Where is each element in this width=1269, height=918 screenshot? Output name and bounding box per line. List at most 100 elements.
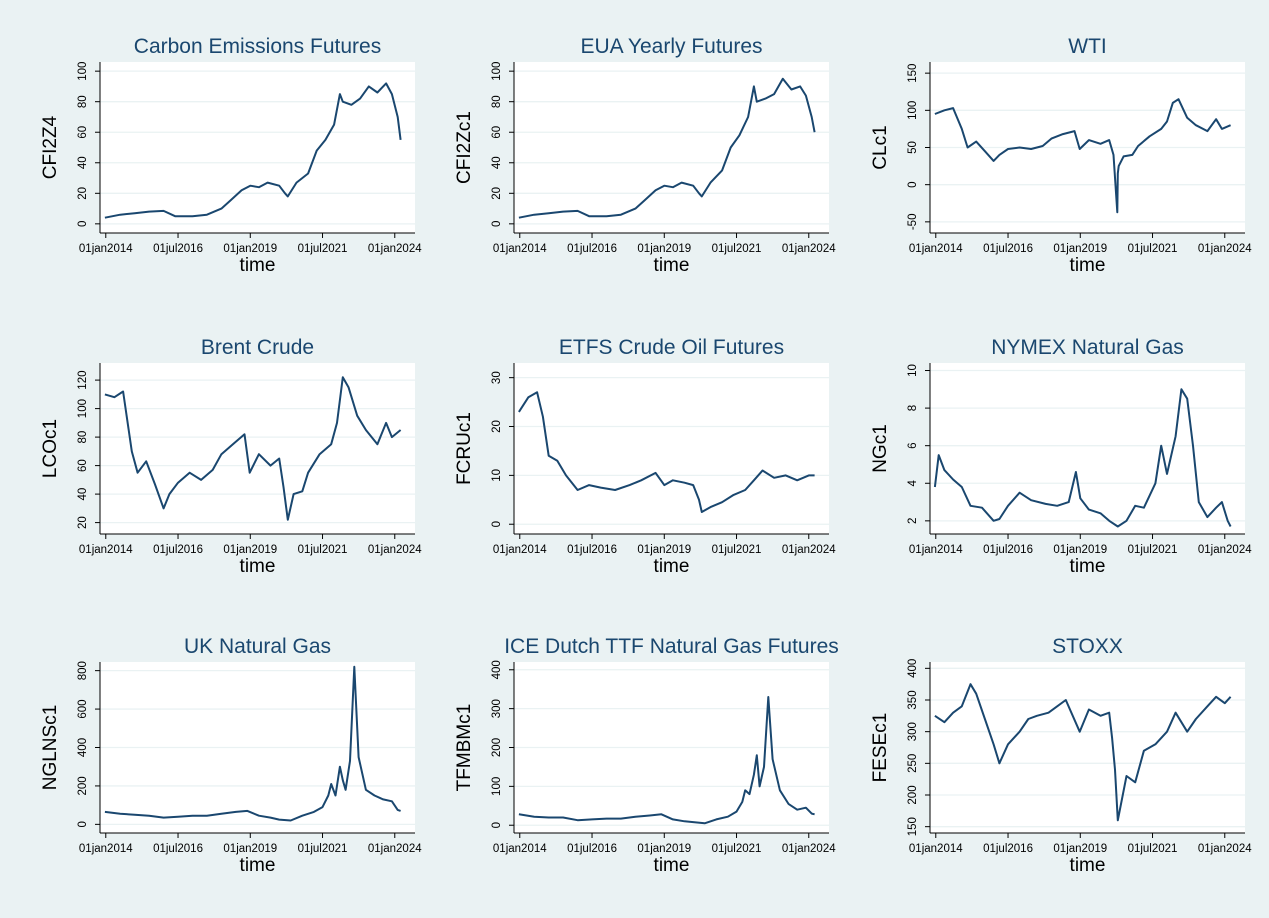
x-axis-title: time	[1070, 556, 1106, 577]
y-tick-label: 350	[907, 690, 919, 709]
series-line	[934, 98, 1231, 214]
plot-area	[930, 662, 1245, 833]
x-tick-label: 01jan2014	[493, 544, 547, 556]
chart-panel-7: 0 200 400 600 800 01jan2014 01jul2016 01jan2019…	[40, 635, 422, 876]
y-tick-label: 400	[77, 738, 89, 757]
x-tick-label: 01jul2016	[983, 243, 1033, 255]
chart-title: STOXX	[1052, 635, 1123, 658]
y-tick-label: 20	[77, 187, 89, 200]
y-tick-label: 60	[77, 459, 89, 472]
x-tick-label: 01jul2021	[712, 843, 762, 855]
x-tick-label: 01jan2019	[637, 843, 691, 855]
y-tick-label: -50	[907, 214, 919, 231]
y-tick-label: 400	[907, 659, 919, 678]
y-tick-label: 0	[491, 221, 503, 227]
x-tick-label: 01jan2024	[368, 544, 422, 556]
y-tick-label: 20	[77, 516, 89, 529]
y-tick-label: 80	[77, 95, 89, 108]
chart-panel-4: 20 40 60 80 100 120 01jan2014 01jul2016 01jan201…	[40, 336, 422, 577]
y-tick-label: 100	[491, 777, 503, 796]
y-tick-label: 0	[907, 181, 919, 187]
x-tick-label: 01jul2021	[712, 243, 762, 255]
series-line	[934, 683, 1232, 822]
x-tick-label: 01jul2016	[153, 544, 203, 556]
y-tick-label: 30	[491, 371, 503, 384]
y-tick-label: 40	[77, 156, 89, 169]
x-tick-label: 01jan2024	[1198, 544, 1252, 556]
y-tick-label: 60	[77, 126, 89, 139]
x-tick-label: 01jan2014	[79, 243, 133, 255]
y-tick-label: 100	[77, 62, 89, 81]
series-line	[933, 388, 1232, 528]
series-line	[518, 696, 815, 825]
x-tick-label: 01jan2014	[79, 843, 133, 855]
chart-title: Carbon Emissions Futures	[134, 35, 381, 58]
x-tick-label: 01jul2016	[567, 243, 617, 255]
y-tick-label: 100	[491, 62, 503, 81]
y-tick-label: 200	[907, 785, 919, 804]
y-axis-title: NGc1	[870, 424, 891, 473]
series-line	[518, 77, 816, 219]
y-tick-label: 0	[491, 822, 503, 828]
x-axis-title: time	[240, 556, 276, 577]
y-tick-label: 800	[77, 661, 89, 680]
x-axis-title: time	[240, 255, 276, 276]
x-tick-label: 01jan2024	[782, 544, 836, 556]
x-axis-title: time	[654, 556, 690, 577]
y-axis-title: TFMBMc1	[454, 704, 475, 792]
y-tick-label: 0	[77, 821, 89, 827]
x-tick-label: 01jan2014	[493, 243, 547, 255]
y-axis-title: FCRUc1	[454, 412, 475, 485]
x-axis-title: time	[654, 255, 690, 276]
y-axis-title: FESEc1	[870, 713, 891, 783]
y-tick-label: 200	[491, 738, 503, 757]
x-tick-label: 01jul2021	[712, 544, 762, 556]
y-tick-label: 80	[491, 95, 503, 108]
x-tick-label: 01jan2024	[1198, 243, 1252, 255]
y-tick-label: 60	[491, 126, 503, 139]
series-line	[518, 391, 815, 513]
y-tick-label: 20	[491, 187, 503, 200]
x-tick-label: 01jan2019	[223, 243, 277, 255]
y-axis-title: CFI2Zc1	[454, 111, 475, 184]
x-tick-label: 01jan2019	[223, 843, 277, 855]
x-tick-label: 01jan2019	[637, 243, 691, 255]
x-tick-label: 01jul2016	[153, 843, 203, 855]
y-tick-label: 2	[907, 518, 919, 524]
x-axis-title: time	[654, 855, 690, 876]
chart-panel-9: 150 200 250 300 350 400 01jan2014 01jul2016 01ja…	[870, 635, 1252, 876]
chart-panel-6: 2 4 6 8 10 01jan2014 01jul2016 01jan2019 01jul20…	[870, 336, 1252, 577]
chart-title: NYMEX Natural Gas	[991, 336, 1184, 359]
plot-area	[100, 62, 415, 233]
plot-area	[514, 62, 829, 233]
x-tick-label: 01jul2021	[1128, 243, 1178, 255]
x-tick-label: 01jan2014	[493, 843, 547, 855]
y-axis-title: CLc1	[870, 125, 891, 169]
chart-panel-5: 0 10 20 30 01jan2014 01jul2016 01jan2019 01jul2…	[454, 336, 836, 577]
x-tick-label: 01jul2021	[298, 544, 348, 556]
y-tick-label: 150	[907, 64, 919, 83]
x-tick-label: 01jan2014	[79, 544, 133, 556]
chart-title: ICE Dutch TTF Natural Gas Futures	[504, 635, 839, 658]
y-tick-label: 100	[907, 101, 919, 120]
series-line	[104, 82, 402, 219]
x-tick-label: 01jan2019	[1053, 843, 1107, 855]
x-tick-label: 01jul2016	[567, 544, 617, 556]
y-tick-label: 150	[907, 817, 919, 836]
x-tick-label: 01jan2019	[637, 544, 691, 556]
chart-title: Brent Crude	[201, 336, 314, 359]
x-tick-label: 01jan2024	[782, 843, 836, 855]
chart-panel-3: -50 0 50 100 150 01jan2014 01jul2016 01jan2019 0…	[870, 35, 1252, 276]
y-tick-label: 10	[907, 364, 919, 377]
y-tick-label: 10	[491, 469, 503, 482]
y-tick-label: 200	[77, 776, 89, 795]
y-tick-label: 40	[77, 488, 89, 501]
chart-title: UK Natural Gas	[184, 635, 331, 658]
x-axis-title: time	[240, 855, 276, 876]
x-tick-label: 01jul2021	[298, 843, 348, 855]
x-tick-label: 01jan2019	[223, 544, 277, 556]
y-axis-title: CFI2Z4	[40, 115, 61, 179]
chart-title: EUA Yearly Futures	[580, 35, 762, 58]
x-tick-label: 01jan2024	[368, 843, 422, 855]
y-tick-label: 80	[77, 431, 89, 444]
